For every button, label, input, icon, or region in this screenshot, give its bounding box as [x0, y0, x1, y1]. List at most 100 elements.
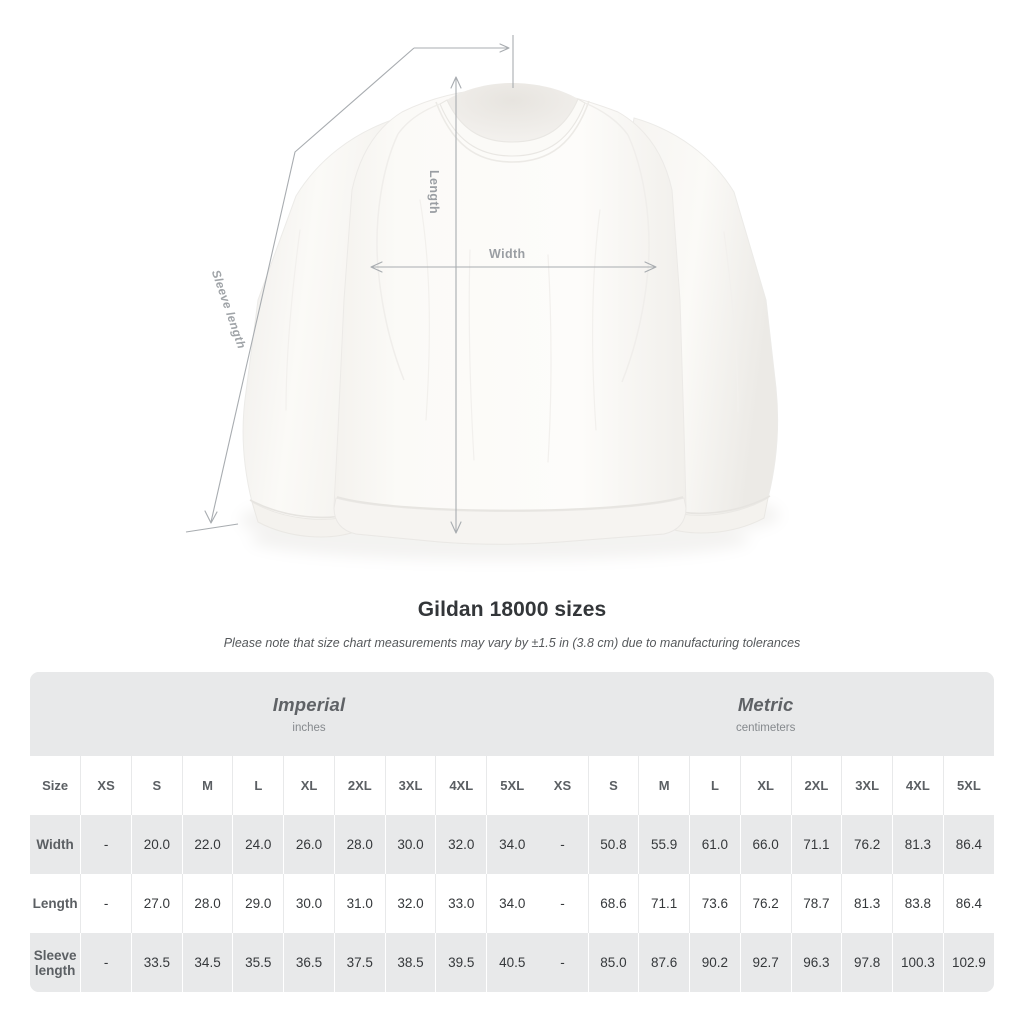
cell-width-imperial-l: 24.0	[232, 815, 285, 874]
size-header-imperial-xl: XL	[283, 756, 335, 815]
cell-width-imperial-5xl: 34.0	[486, 815, 538, 874]
size-header-metric-l: L	[689, 756, 741, 815]
measurement-annotations	[185, 35, 657, 534]
cell-width-metric-l: 61.0	[689, 815, 741, 874]
unit-banner-row: Imperial inches Metric centimeters	[30, 672, 994, 756]
unit-sub-metric: centimeters	[735, 722, 796, 734]
tolerance-note: Please note that size chart measurements…	[223, 636, 801, 650]
cell-sleeve-imperial-5xl: 40.5	[486, 933, 538, 992]
cell-sleeve-metric-5xl: 102.9	[943, 933, 994, 992]
width-arrowhead-left	[370, 261, 383, 273]
length-arrowhead-top	[450, 76, 462, 89]
cell-length-imperial-3xl: 32.0	[385, 874, 437, 933]
cell-width-metric-2xl: 71.1	[791, 815, 843, 874]
size-header-metric-2xl: 2XL	[791, 756, 843, 815]
fabric-folds	[285, 199, 739, 463]
size-header-imperial-4xl: 4XL	[435, 756, 488, 815]
cell-width-imperial-3xl: 30.0	[385, 815, 437, 874]
cell-sleeve-metric-m: 87.6	[638, 933, 691, 992]
size-header-imperial-5xl: 5XL	[486, 756, 538, 815]
cell-length-imperial-l: 29.0	[232, 874, 285, 933]
cell-length-metric-5xl: 86.4	[943, 874, 994, 933]
unit-sub-imperial: inches	[292, 722, 326, 734]
sleeve-length-arrowhead	[204, 510, 218, 524]
cell-length-metric-4xl: 83.8	[892, 874, 944, 933]
cell-sleeve-metric-2xl: 96.3	[791, 933, 843, 992]
cell-sleeve-metric-xl: 92.7	[740, 933, 792, 992]
sleeve-length-endtick	[185, 523, 239, 533]
row-label-sleeve-length: Sleeve length	[30, 933, 82, 992]
cell-sleeve-metric-l: 90.2	[689, 933, 741, 992]
cell-sleeve-imperial-3xl: 38.5	[385, 933, 437, 992]
left-shoulder-seam	[397, 103, 441, 135]
size-header-metric-3xl: 3XL	[841, 756, 893, 815]
cell-width-imperial-xl: 26.0	[283, 815, 335, 874]
cell-width-metric-5xl: 86.4	[943, 815, 994, 874]
size-header-label: Size	[30, 756, 82, 815]
size-header-metric-s: S	[588, 756, 640, 815]
cell-sleeve-imperial-xl: 36.5	[283, 933, 335, 992]
row-label-width: Width	[30, 815, 82, 874]
cell-sleeve-imperial-4xl: 39.5	[435, 933, 488, 992]
cell-sleeve-imperial-m: 34.5	[182, 933, 234, 992]
cell-sleeve-imperial-l: 35.5	[232, 933, 285, 992]
width-arrowhead-right	[644, 261, 657, 273]
size-header-imperial-s: S	[131, 756, 183, 815]
cell-length-imperial-s: 27.0	[131, 874, 183, 933]
page-title: Gildan 18000 sizes	[417, 598, 607, 621]
unit-name-imperial: Imperial	[272, 694, 346, 715]
table-row: Sleeve length - 33.5 34.5 35.5 36.5 37.5…	[30, 933, 994, 992]
size-header-imperial-2xl: 2XL	[334, 756, 386, 815]
neck-opening	[447, 83, 578, 142]
size-header-imperial-m: M	[182, 756, 234, 815]
size-header-metric-xs: XS	[537, 756, 589, 815]
shoulder-pointer-arrowhead	[499, 43, 510, 53]
row-label-length: Length	[30, 874, 82, 933]
cell-length-imperial-5xl: 34.0	[486, 874, 538, 933]
product-illustration: Length Width Sleeve length	[185, 35, 780, 560]
cell-length-imperial-m: 28.0	[182, 874, 234, 933]
unit-group-metric: Metric centimeters	[537, 672, 994, 756]
size-chart-table-container: Imperial inches Metric centimeters Size …	[30, 672, 994, 992]
cell-length-metric-2xl: 78.7	[791, 874, 843, 933]
bottom-hem	[333, 497, 687, 545]
cell-length-metric-l: 73.6	[689, 874, 741, 933]
table-row: Length - 27.0 28.0 29.0 30.0 31.0 32.0 3…	[30, 874, 994, 933]
length-arrowhead-bottom	[450, 521, 462, 534]
cell-sleeve-imperial-s: 33.5	[131, 933, 183, 992]
title-block: Gildan 18000 sizes Please note that size…	[0, 590, 1024, 650]
cell-width-imperial-m: 22.0	[182, 815, 234, 874]
cell-sleeve-metric-s: 85.0	[588, 933, 640, 992]
size-header-metric-xl: XL	[740, 756, 792, 815]
cell-length-metric-xl: 76.2	[740, 874, 792, 933]
size-header-metric-4xl: 4XL	[892, 756, 944, 815]
table-row: Width - 20.0 22.0 24.0 26.0 28.0 30.0 32…	[30, 815, 994, 874]
size-header-row: Size XS S M L XL 2XL 3XL 4XL 5XL XS S M …	[30, 756, 994, 815]
unit-name-metric: Metric	[737, 694, 794, 715]
sweatshirt-diagram	[185, 35, 780, 560]
cell-width-metric-3xl: 76.2	[841, 815, 893, 874]
size-chart-table: Imperial inches Metric centimeters Size …	[30, 672, 994, 992]
hem-seam	[336, 496, 684, 512]
size-header-imperial-xs: XS	[80, 756, 132, 815]
cell-width-imperial-s: 20.0	[131, 815, 183, 874]
cell-width-imperial-xs: -	[80, 815, 132, 874]
cell-sleeve-metric-4xl: 100.3	[892, 933, 944, 992]
cell-length-metric-m: 71.1	[638, 874, 691, 933]
cell-sleeve-metric-xs: -	[537, 933, 589, 992]
cell-length-metric-3xl: 81.3	[841, 874, 893, 933]
size-header-imperial-3xl: 3XL	[385, 756, 437, 815]
width-dimension-label: Width	[489, 247, 526, 261]
cell-width-imperial-2xl: 28.0	[334, 815, 386, 874]
cell-width-metric-xs: -	[537, 815, 589, 874]
cell-length-imperial-xs: -	[80, 874, 132, 933]
size-header-metric-5xl: 5XL	[943, 756, 994, 815]
cell-sleeve-metric-3xl: 97.8	[841, 933, 893, 992]
cell-sleeve-imperial-2xl: 37.5	[334, 933, 386, 992]
length-dimension-label: Length	[427, 170, 441, 215]
right-armhole-seam	[621, 134, 650, 383]
size-chart-table-body: Imperial inches Metric centimeters Size …	[30, 672, 994, 992]
cell-length-metric-xs: -	[537, 874, 589, 933]
cell-width-metric-s: 50.8	[588, 815, 640, 874]
cell-length-imperial-4xl: 33.0	[435, 874, 488, 933]
